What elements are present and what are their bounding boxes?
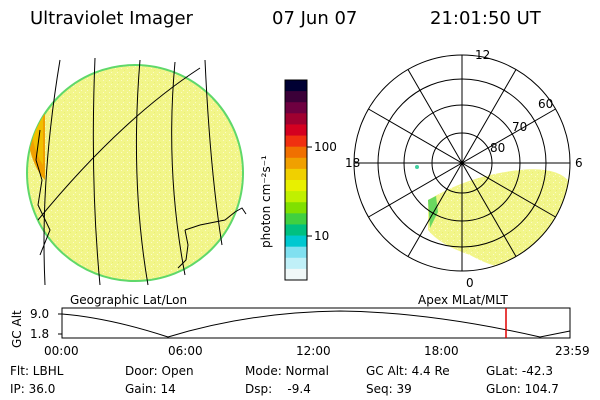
colorbar-band bbox=[285, 113, 307, 125]
geographic-panel-label: Geographic Lat/Lon bbox=[70, 293, 188, 307]
colorbar-band bbox=[285, 191, 307, 203]
mlat-label-80: 80 bbox=[490, 141, 506, 155]
footer-gc-alt: GC Alt: 4.4 Re bbox=[366, 364, 450, 378]
colorbar-unit-label: photon cm⁻²s⁻¹ bbox=[259, 155, 273, 248]
timeline-ytick-1-8: 1.8 bbox=[30, 327, 50, 341]
footer-gain: Gain: 14 bbox=[125, 382, 176, 396]
mlt-label-0: 0 bbox=[466, 276, 474, 290]
mlat-label-70: 70 bbox=[512, 120, 528, 134]
geographic-earth-image bbox=[26, 57, 247, 286]
colorbar-band bbox=[285, 224, 307, 237]
timeline-ytick-9: 9.0 bbox=[30, 307, 50, 321]
colorbar-band bbox=[285, 202, 307, 214]
colorbar-band bbox=[285, 168, 307, 181]
colorbar-band bbox=[285, 146, 307, 159]
footer-mode: Mode: Normal bbox=[245, 364, 329, 378]
footer-dsp: Dsp: -9.4 bbox=[245, 382, 311, 396]
footer-filter: Flt: LBHL bbox=[10, 364, 64, 378]
colorbar-band bbox=[285, 235, 307, 248]
colorbar-band bbox=[285, 124, 307, 137]
colorbar-band bbox=[285, 102, 307, 114]
apex-panel-label: Apex MLat/MLT bbox=[418, 293, 508, 307]
colorbar-band bbox=[285, 91, 307, 103]
colorbar-band bbox=[285, 257, 307, 270]
polar-plot bbox=[353, 54, 571, 272]
date-label: 07 Jun 07 bbox=[272, 8, 358, 29]
timeline-xtick-2359: 23:59 bbox=[555, 344, 590, 358]
instrument-title: Ultraviolet Imager bbox=[30, 8, 193, 29]
timeline-xtick-1200: 12:00 bbox=[296, 344, 331, 358]
colorbar-frame bbox=[284, 79, 308, 281]
gc-altitude-plot bbox=[58, 307, 571, 339]
colorbar-band bbox=[285, 213, 307, 225]
colorbar bbox=[285, 80, 307, 281]
mlat-label-60: 60 bbox=[538, 97, 554, 111]
timeline-xtick-0000: 00:00 bbox=[44, 344, 79, 358]
colorbar-band bbox=[285, 246, 307, 259]
timeline-xtick-0600: 06:00 bbox=[168, 344, 203, 358]
time-label: 21:01:50 UT bbox=[430, 8, 541, 29]
mlt-label-6: 6 bbox=[575, 156, 583, 170]
colorbar-band bbox=[285, 135, 307, 148]
mlt-label-18: 18 bbox=[345, 156, 361, 170]
timeline-axis-label: GC Alt bbox=[10, 310, 24, 348]
colorbar-band bbox=[285, 157, 307, 170]
footer-glon: GLon: 104.7 bbox=[486, 382, 559, 396]
colorbar-tick-label-10: 10 bbox=[314, 229, 330, 243]
colorbar-band bbox=[285, 268, 307, 281]
colorbar-band bbox=[285, 180, 307, 192]
colorbar-tick-label-100: 100 bbox=[314, 140, 337, 154]
footer-ip: IP: 36.0 bbox=[10, 382, 56, 396]
footer-door: Door: Open bbox=[125, 364, 194, 378]
footer-seq: Seq: 39 bbox=[366, 382, 412, 396]
mlt-label-12: 12 bbox=[475, 48, 491, 62]
footer-glat: GLat: -42.3 bbox=[486, 364, 553, 378]
colorbar-band bbox=[285, 80, 307, 92]
timeline-xtick-1800: 18:00 bbox=[424, 344, 459, 358]
